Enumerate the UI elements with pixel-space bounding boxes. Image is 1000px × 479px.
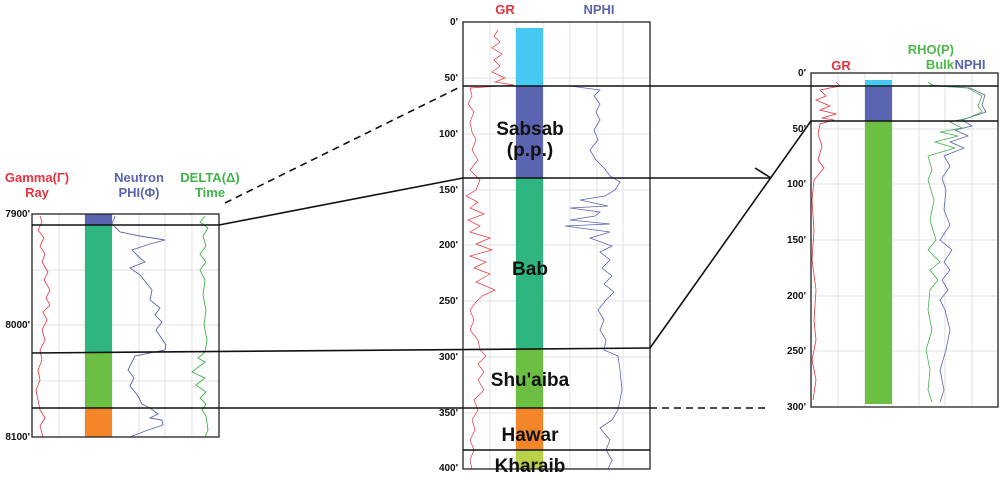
left-log-panel [31,213,220,438]
left-gr-curve [35,215,51,438]
right-log-panel [810,72,999,408]
left-neutron-phi-header: Neutron PHI(Φ) [114,170,164,200]
left-depth-tick: 7900' [5,209,30,220]
center-gr-header: GR [495,2,515,17]
right-rho-curve [925,81,983,403]
center-nphi-curve [564,85,623,470]
right-rho-bulk-header: RHO(P) Bulk [907,42,954,72]
center-depth-tick: 400' [438,463,458,474]
correlation-lines [31,85,998,451]
right-depth-tick: 100' [786,179,806,190]
right-depth-tick: 300' [786,402,806,413]
center-zone-sabsab [516,86,543,178]
center-depth-tick: 350' [438,408,458,419]
center-gr-curve [465,29,515,470]
center-zone-shuaiba [516,348,543,408]
left-zone-sabsab [85,214,112,225]
center-zone-hawar [516,408,543,450]
center-depth-tick: 100' [438,129,458,140]
right-gr-curve [811,81,841,401]
right-zone-shuaiba-equivalent [865,121,892,404]
left-zone-hawar [85,408,112,437]
left-depth-tick: 8100' [5,432,30,443]
center-zone-surface [516,28,543,86]
left-zone-shuaiba [85,353,112,408]
left-zone-bab [85,225,112,353]
center-depth-tick: 50' [444,73,458,84]
right-depth-tick: 150' [786,235,806,246]
center-depth-tick: 250' [438,296,458,307]
formation-label-kharaib: Kharaib [494,456,566,477]
center-nphi-header: NPHI [583,2,615,17]
left-gamma-ray-header: Gamma(Γ) Ray [4,170,70,200]
center-depth-tick: 200' [438,240,458,251]
formation-label-hawar: Hawar [501,425,559,446]
right-depth-tick: 200' [786,291,806,302]
center-depth-tick: 300' [438,352,458,363]
formation-label-shuaiba: Shu'aiba [490,370,570,391]
center-log-panel [462,21,651,470]
right-zone-sabsab [865,87,892,121]
center-zone-kharaib [516,450,543,469]
right-depth-tick: 250' [786,346,806,357]
right-depth-tick: 50' [792,124,806,135]
right-depth-tick: 0' [798,68,806,79]
left-depth-tick: 8000' [5,320,30,331]
right-gr-header: GR [831,58,851,73]
formation-label-sabsab: Sabsab (p.p.) [496,119,564,161]
right-nphi-curve [929,84,987,403]
left-delta-curve [191,215,209,438]
center-depth-tick: 0' [450,17,458,28]
right-zone-surface [865,80,892,87]
right-nphi-header: NPHI [954,57,986,72]
left-delta-time-header: DELTA(Δ) Time [180,170,240,200]
formation-label-bab: Bab [512,259,548,280]
left-nphi-curve [111,215,167,438]
center-zone-bab [516,178,543,348]
center-depth-tick: 150' [438,185,458,196]
